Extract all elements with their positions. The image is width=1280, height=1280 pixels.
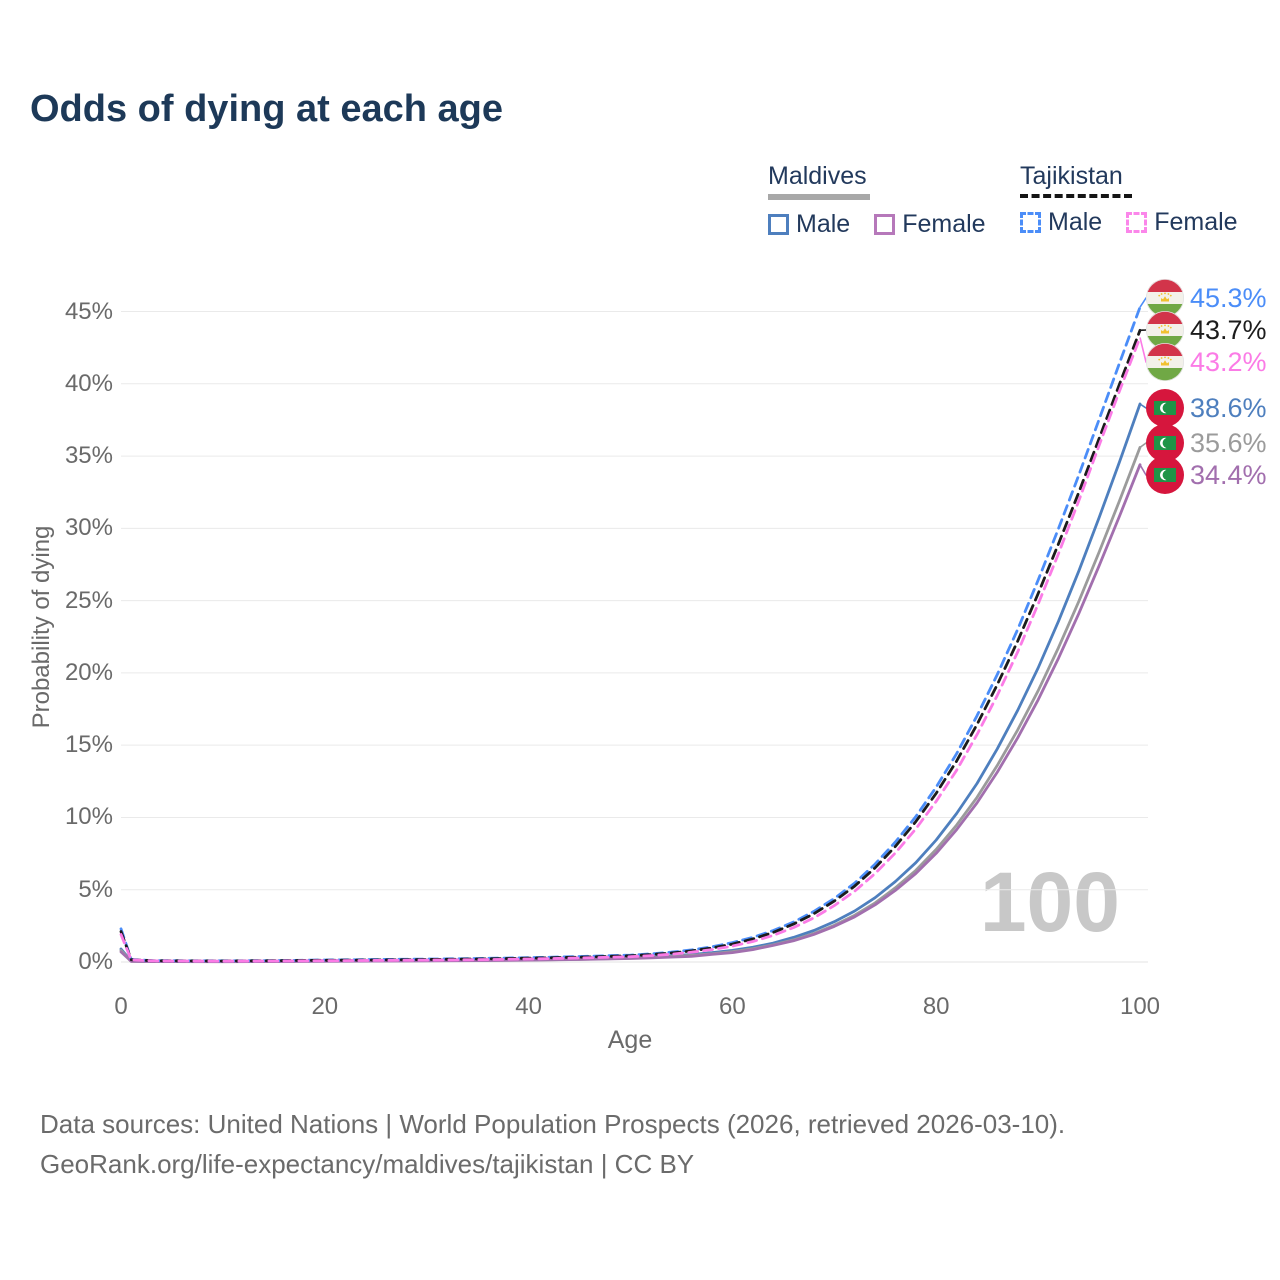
legend-item-label[interactable]: Female xyxy=(902,210,986,238)
x-tick-80: 80 xyxy=(922,993,950,1020)
data-source-line: Data sources: United Nations | World Pop… xyxy=(40,1109,1066,1139)
end-value: 43.7% xyxy=(1190,314,1267,345)
end-value: 45.3% xyxy=(1190,282,1267,313)
x-tick-0: 0 xyxy=(114,993,128,1020)
y-tick-15: 15% xyxy=(64,731,113,759)
end-label-maldives-both: 35.6% xyxy=(1146,424,1267,462)
y-tick-40: 40% xyxy=(64,369,113,397)
legend-group-tajikistan: Tajikistan Male Female xyxy=(1020,162,1262,237)
end-value: 43.2% xyxy=(1190,346,1267,377)
y-tick-45: 45% xyxy=(64,297,113,325)
series-line-tajikistan-female xyxy=(119,336,1142,963)
end-label-tajikistan-both: 43.7% xyxy=(1146,311,1267,349)
tajikistan-female-swatch[interactable] xyxy=(1126,212,1148,233)
y-tick-25: 25% xyxy=(64,586,113,614)
end-value: 34.4% xyxy=(1190,459,1267,490)
end-value: 35.6% xyxy=(1190,427,1267,458)
series-line-maldives-female xyxy=(119,463,1142,964)
source-attribution: Data sources: United Nations | World Pop… xyxy=(40,1104,1065,1184)
legend-item-label[interactable]: Female xyxy=(1154,208,1238,236)
series-line-tajikistan-both-sexes xyxy=(119,328,1142,963)
legend-group-maldives: Maldives Male Female xyxy=(768,162,1010,239)
end-label-tajikistan-male: 45.3% xyxy=(1146,279,1267,317)
x-tick-40: 40 xyxy=(515,993,542,1020)
age-watermark: 100 xyxy=(979,855,1120,949)
page-title: Odds of dying at each age xyxy=(30,88,503,130)
legend-group-title: Maldives xyxy=(768,162,867,190)
end-label-tajikistan-female: 43.2% xyxy=(1146,343,1267,381)
maldives-flag-icon xyxy=(1146,389,1184,427)
maldives-male-swatch[interactable] xyxy=(768,214,789,235)
legend-item-label[interactable]: Male xyxy=(796,210,851,238)
y-tick-5: 5% xyxy=(78,875,113,903)
tajikistan-flag-icon xyxy=(1146,343,1184,381)
series-line-maldives-male xyxy=(119,402,1142,963)
source-url-line: GeoRank.org/life-expectancy/maldives/taj… xyxy=(40,1149,695,1179)
legend-item-label[interactable]: Male xyxy=(1048,208,1103,236)
y-tick-20: 20% xyxy=(64,658,113,686)
x-tick-60: 60 xyxy=(719,993,746,1020)
series-line-tajikistan-male xyxy=(119,305,1142,963)
maldives-line-style-sample xyxy=(768,194,870,200)
y-tick-35: 35% xyxy=(64,442,113,470)
end-label-maldives-male: 38.6% xyxy=(1146,389,1267,427)
y-tick-10: 10% xyxy=(64,803,113,831)
maldives-female-swatch[interactable] xyxy=(874,214,896,235)
x-axis-title: Age xyxy=(607,1026,653,1054)
legend-group-title: Tajikistan xyxy=(1020,162,1123,190)
tajikistan-male-swatch[interactable] xyxy=(1020,212,1041,233)
y-tick-30: 30% xyxy=(64,514,113,542)
end-value: 38.6% xyxy=(1190,392,1267,423)
x-tick-100: 100 xyxy=(1119,993,1161,1020)
tajikistan-line-style-sample xyxy=(1020,194,1132,198)
maldives-flag-icon xyxy=(1146,456,1184,494)
end-label-maldives-female: 34.4% xyxy=(1146,456,1267,494)
x-tick-20: 20 xyxy=(311,993,339,1020)
y-tick-0: 0% xyxy=(78,948,113,975)
